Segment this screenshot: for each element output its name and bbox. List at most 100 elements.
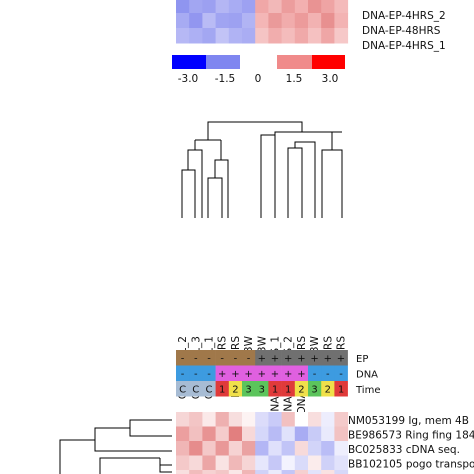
heatmap-cell [255, 412, 269, 427]
heatmap-cell [176, 426, 190, 442]
annotation-value: - [194, 369, 198, 380]
heatmap-cell [308, 455, 322, 471]
heatmap-cell [202, 426, 217, 442]
heatmap-cell [334, 470, 349, 474]
scale-label: -1.5 [215, 73, 236, 85]
heatmap-cell [294, 28, 309, 44]
heatmap-cell [308, 426, 322, 442]
annotation-value: C [192, 385, 199, 396]
heatmap-cell [334, 455, 349, 471]
heatmap-cell [294, 470, 309, 474]
annotation-cell [189, 350, 203, 366]
annotation-value: + [218, 369, 226, 380]
heatmap-cell [202, 0, 217, 14]
annotation-value: + [297, 369, 305, 380]
heatmap-cell [228, 455, 243, 471]
annotation-value: 1 [219, 385, 225, 396]
heatmap-cell [242, 470, 256, 474]
row-label: BB102105 pogo transpo [348, 459, 474, 471]
heatmap-cell [268, 0, 283, 14]
annotation-value: + [244, 369, 252, 380]
annotation-value: + [258, 369, 266, 380]
annotation-cell [334, 350, 348, 366]
annotation-value: + [231, 369, 239, 380]
scale-label: -3.0 [178, 73, 199, 85]
heatmap-cell [268, 412, 283, 427]
annotation-cell [334, 365, 348, 381]
annotation-cell [321, 365, 335, 381]
annotation-value: 3 [259, 385, 265, 396]
annotation-value: 2 [298, 385, 304, 396]
annotation-value: - [339, 369, 343, 380]
annotation-value: C [179, 385, 186, 396]
annotation-cell [228, 365, 243, 381]
annotation-value: + [310, 354, 318, 365]
heatmap-cell [268, 470, 283, 474]
row-label: NM053199 Ig, mem 4B [348, 415, 469, 427]
heatmap-cell [321, 441, 335, 456]
heatmap-cell [189, 28, 203, 44]
heatmap-cell [215, 426, 230, 442]
heatmap-cell [321, 412, 335, 427]
column-dendrogram [181, 121, 343, 218]
heatmap-cell [242, 455, 256, 471]
annotation-cell [281, 365, 296, 381]
annotation-cell [215, 365, 230, 381]
scale-swatch [172, 55, 206, 69]
heatmap-cell [176, 470, 190, 474]
heatmap-cell [308, 412, 322, 427]
heatmap-cell [189, 470, 203, 474]
annotation-cell [176, 350, 190, 366]
annotation-label: DNA [356, 370, 378, 381]
heatmap-cell [321, 455, 335, 471]
heatmap-cell [228, 470, 243, 474]
heatmap-cell [308, 28, 322, 44]
annotation-cell [268, 350, 282, 366]
annotation-label: EP [356, 354, 368, 365]
scale-label: 1.5 [286, 73, 303, 85]
annotation-cell [281, 350, 296, 366]
heatmap-cell [242, 13, 256, 29]
heatmap-cell [255, 13, 269, 29]
scale-label: 3.0 [322, 73, 339, 85]
heatmap-cell [268, 28, 283, 44]
heatmap-cell [308, 470, 322, 474]
annotation-cell [202, 381, 216, 397]
annotation-label: Time [355, 385, 380, 396]
heatmap-cell [228, 13, 243, 29]
annotation-value: C [206, 385, 213, 396]
heatmap-cell [189, 426, 203, 442]
annotation-value: - [220, 354, 224, 365]
heatmap-cell [202, 470, 217, 474]
heatmap-cell [176, 455, 190, 471]
heatmap-cell [321, 28, 335, 44]
heatmap-cell [202, 441, 217, 456]
annotation-cell [215, 350, 230, 366]
heatmap-cell [242, 28, 256, 44]
annotation-value: + [337, 354, 345, 365]
heatmap-cell [294, 13, 309, 29]
row-dendrogram [59, 419, 172, 474]
heatmap-cell [215, 441, 230, 456]
heatmap-cell [294, 412, 309, 427]
annotation-cell [281, 381, 296, 397]
annotation-value: + [297, 354, 305, 365]
heatmap-cell [334, 441, 349, 456]
heatmap-cell [202, 28, 217, 44]
annotation-cell [189, 381, 203, 397]
heatmap-cell [294, 0, 309, 14]
heatmap-cell [334, 28, 349, 44]
heatmap-cell [334, 0, 349, 14]
annotation-cell [308, 365, 322, 381]
heatmap-cell [268, 441, 283, 456]
heatmap-cell [281, 426, 296, 442]
heatmap-cell [281, 412, 296, 427]
heatmap-cell [281, 28, 296, 44]
annotation-cell [255, 381, 269, 397]
annotation-value: - [194, 354, 198, 365]
heatmap-cell [176, 412, 190, 427]
scale-swatch [277, 55, 312, 69]
heatmap-cell [215, 13, 230, 29]
